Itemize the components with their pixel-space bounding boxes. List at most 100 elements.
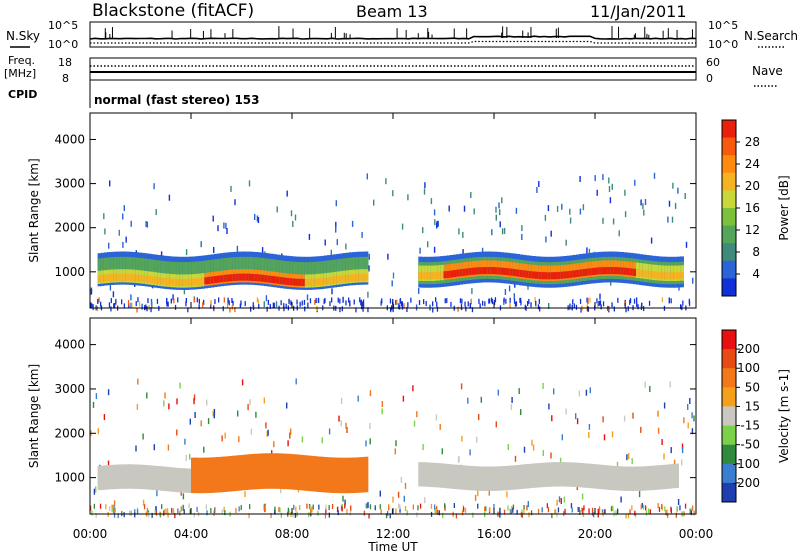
scatter-point xyxy=(427,241,429,248)
colorbar-swatch xyxy=(722,278,736,297)
ground-point xyxy=(174,304,177,310)
echo-cell xyxy=(113,464,117,490)
scatter-point xyxy=(498,202,500,209)
echo-cell xyxy=(295,278,300,286)
ground-point xyxy=(534,297,536,302)
ground-point xyxy=(509,508,511,514)
echo-cell xyxy=(453,270,457,278)
scatter-point xyxy=(351,220,354,227)
scatter-point xyxy=(203,446,205,453)
ground-point xyxy=(437,509,439,515)
echo-cell xyxy=(134,464,139,489)
scatter-point xyxy=(344,499,346,506)
ground-point xyxy=(113,512,116,518)
scatter-point xyxy=(544,214,547,221)
scatter-point xyxy=(361,231,363,238)
echo-cell xyxy=(270,259,275,284)
echo-cell xyxy=(345,274,350,282)
ground-point xyxy=(113,303,116,308)
scatter-point xyxy=(366,173,368,180)
scatter-point xyxy=(166,298,168,304)
velocity-panel: 1000 2000 3000 4000 00:00 04:00 08:00 12:00 16:0… xyxy=(27,317,713,541)
nave-tick-bottom: 0 xyxy=(706,72,713,85)
ground-point xyxy=(467,301,469,307)
echo-cell xyxy=(563,271,568,279)
station-title: Blackstone (fitACF) xyxy=(92,1,254,21)
echo-cell xyxy=(154,276,158,284)
ground-point xyxy=(328,512,330,518)
echo-cell xyxy=(626,268,631,276)
echo-cell xyxy=(269,453,274,489)
scatter-point xyxy=(463,205,466,212)
scatter-point xyxy=(585,389,588,396)
ground-point xyxy=(434,504,436,510)
ground-point xyxy=(676,506,678,512)
ground-point xyxy=(684,503,687,509)
echo-cell xyxy=(150,465,155,490)
echo-cell xyxy=(497,267,501,275)
scatter-point xyxy=(416,411,418,418)
ground-point xyxy=(645,510,648,516)
colorbar-tick-label: 28 xyxy=(745,135,760,149)
scatter-point xyxy=(95,393,98,400)
ground-point xyxy=(642,504,645,510)
scatter-point xyxy=(634,179,636,186)
ground-point xyxy=(353,299,355,305)
ground-point xyxy=(231,298,233,303)
scatter-point xyxy=(227,297,229,304)
ground-point xyxy=(114,507,116,513)
scatter-point xyxy=(687,422,689,429)
ground-point xyxy=(154,509,156,515)
ground-point xyxy=(306,503,308,509)
scatter-point xyxy=(226,228,228,234)
scatter-point xyxy=(168,194,171,201)
scatter-point xyxy=(507,444,509,450)
echo-cell xyxy=(257,453,262,490)
echo-cell xyxy=(490,267,495,275)
scatter-point xyxy=(518,388,520,395)
echo-cell xyxy=(323,260,328,286)
echo-cell xyxy=(163,261,168,286)
echo-cell xyxy=(610,267,615,275)
colorbar-swatch xyxy=(722,137,736,156)
echo-cell xyxy=(160,277,165,285)
echo-cell xyxy=(125,273,130,281)
scatter-point xyxy=(460,383,463,390)
ground-point xyxy=(113,504,115,510)
ground-point xyxy=(367,307,369,313)
echo-cell xyxy=(232,257,237,282)
scatter-point xyxy=(395,440,397,447)
echo-cell xyxy=(198,261,202,286)
echo-cell xyxy=(560,271,565,279)
echo-cell xyxy=(276,276,281,284)
echo-cell xyxy=(210,276,215,284)
ground-point xyxy=(315,298,317,303)
echo-cell xyxy=(430,272,435,280)
scatter-point xyxy=(379,490,381,497)
ground-point xyxy=(419,503,422,509)
echo-cell xyxy=(116,273,121,281)
ground-point xyxy=(128,303,130,309)
scatter-point xyxy=(368,265,370,272)
echo-cell xyxy=(128,464,133,489)
ground-point xyxy=(516,509,518,515)
echo-cell xyxy=(119,256,124,282)
echo-cell xyxy=(166,278,171,286)
echo-cell xyxy=(204,260,209,285)
ground-point xyxy=(238,506,240,512)
echo-cell xyxy=(475,267,479,275)
scatter-point xyxy=(346,427,348,433)
echo-cell xyxy=(557,272,561,280)
echo-cell xyxy=(522,270,527,278)
scatter-point xyxy=(569,303,571,310)
scatter-point xyxy=(514,455,517,462)
ground-point xyxy=(526,505,528,511)
ground-point xyxy=(509,297,511,303)
scatter-point xyxy=(611,183,613,190)
scatter-point xyxy=(618,230,620,237)
scatter-point xyxy=(510,404,513,410)
echo-cell xyxy=(97,275,102,283)
power-colorbar: 4 8 12 16 20 24 28 Power [dB] xyxy=(721,119,791,297)
ground-point xyxy=(341,503,343,509)
ground-point xyxy=(547,507,550,513)
